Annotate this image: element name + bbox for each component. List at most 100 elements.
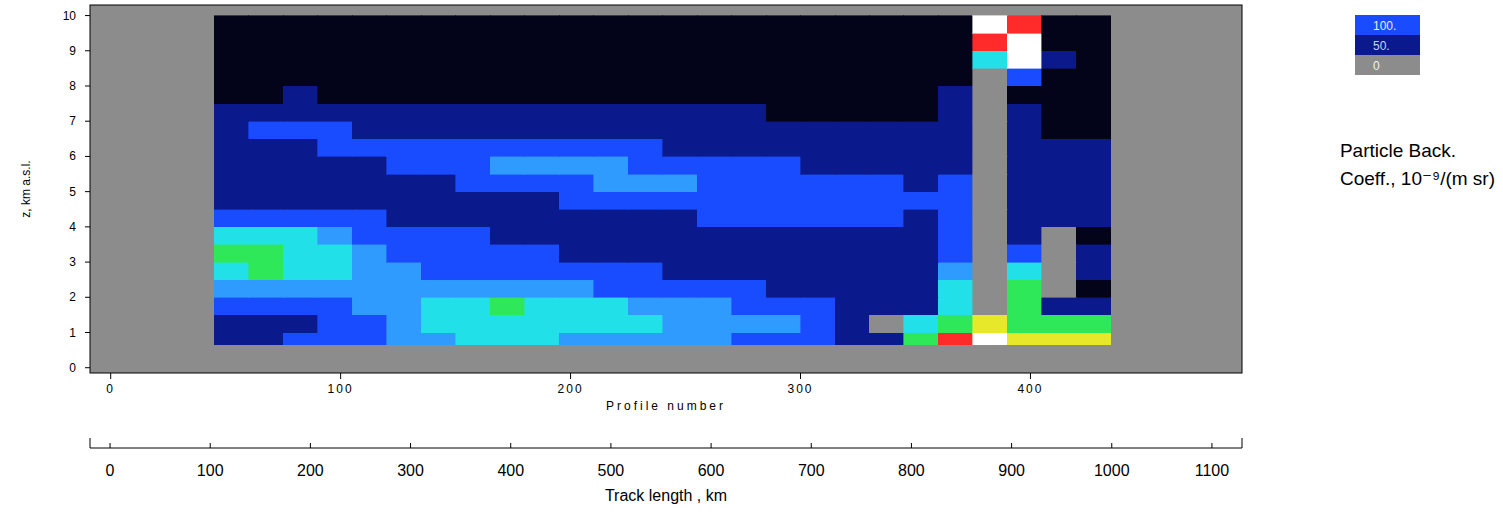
heatmap-cell bbox=[559, 333, 593, 345]
heatmap-cell bbox=[421, 333, 455, 345]
y-tick bbox=[85, 367, 90, 368]
heatmap-cell bbox=[938, 192, 972, 210]
heatmap bbox=[214, 16, 1111, 345]
heatmap-cell bbox=[663, 86, 697, 104]
heatmap-cell bbox=[938, 333, 972, 345]
heatmap-cell bbox=[1076, 333, 1110, 345]
heatmap-cell bbox=[594, 68, 628, 86]
heatmap-cell bbox=[869, 104, 903, 122]
heatmap-cell bbox=[594, 297, 628, 315]
heatmap-cell bbox=[1076, 121, 1110, 139]
heatmap-cell bbox=[1042, 86, 1076, 104]
heatmap-cell bbox=[628, 121, 662, 139]
heatmap-cell bbox=[1007, 209, 1041, 227]
heatmap-cell bbox=[663, 16, 697, 34]
heatmap-cell bbox=[1042, 104, 1076, 122]
heatmap-cell bbox=[663, 192, 697, 210]
heatmap-cell bbox=[214, 33, 248, 51]
heatmap-cell bbox=[352, 121, 386, 139]
x-tick bbox=[570, 373, 571, 379]
x2-tick-label: 300 bbox=[397, 462, 424, 479]
heatmap-cell bbox=[456, 33, 490, 51]
x-tick-label: 100 bbox=[328, 382, 354, 396]
heatmap-cell bbox=[1076, 86, 1110, 104]
heatmap-cell bbox=[594, 33, 628, 51]
heatmap-cell bbox=[697, 139, 731, 157]
heatmap-cell bbox=[1007, 174, 1041, 192]
heatmap-cell bbox=[490, 209, 524, 227]
heatmap-cell bbox=[1042, 174, 1076, 192]
heatmap-cell bbox=[352, 33, 386, 51]
y-tick bbox=[85, 191, 90, 192]
heatmap-cell bbox=[732, 315, 766, 333]
heatmap-cell bbox=[904, 139, 938, 157]
heatmap-cell bbox=[835, 16, 869, 34]
heatmap-cell bbox=[559, 51, 593, 69]
heatmap-cell bbox=[904, 51, 938, 69]
heatmap-cell bbox=[938, 297, 972, 315]
heatmap-cell bbox=[318, 280, 352, 298]
heatmap-cell bbox=[869, 297, 903, 315]
heatmap-cell bbox=[421, 297, 455, 315]
heatmap-cell bbox=[214, 121, 248, 139]
heatmap-cell bbox=[801, 209, 835, 227]
heatmap-cell bbox=[525, 209, 559, 227]
heatmap-cell bbox=[628, 262, 662, 280]
heatmap-cell bbox=[904, 244, 938, 262]
heatmap-cell bbox=[283, 297, 317, 315]
heatmap-cell bbox=[628, 209, 662, 227]
y-tick bbox=[85, 15, 90, 16]
y-tick-label: 0 bbox=[69, 361, 76, 375]
heatmap-cell bbox=[421, 209, 455, 227]
heatmap-cell bbox=[1042, 209, 1076, 227]
heatmap-cell bbox=[352, 68, 386, 86]
heatmap-cell bbox=[318, 209, 352, 227]
heatmap-cell bbox=[835, 139, 869, 157]
heatmap-cell bbox=[1042, 51, 1076, 69]
heatmap-cell bbox=[732, 104, 766, 122]
heatmap-cell bbox=[283, 51, 317, 69]
heatmap-cell bbox=[766, 262, 800, 280]
heatmap-cell bbox=[594, 86, 628, 104]
heatmap-cell bbox=[456, 315, 490, 333]
heatmap-cell bbox=[732, 139, 766, 157]
heatmap-cell bbox=[352, 333, 386, 345]
heatmap-cell bbox=[801, 68, 835, 86]
heatmap-cell bbox=[249, 297, 283, 315]
x2-tick-label: 500 bbox=[598, 462, 625, 479]
heatmap-cell bbox=[766, 192, 800, 210]
heatmap-cell bbox=[732, 156, 766, 174]
heatmap-cell bbox=[835, 33, 869, 51]
heatmap-cell bbox=[801, 227, 835, 245]
heatmap-cell bbox=[559, 156, 593, 174]
heatmap-cell bbox=[421, 68, 455, 86]
heatmap-cell bbox=[421, 51, 455, 69]
heatmap-cell bbox=[697, 280, 731, 298]
heatmap-cell bbox=[904, 280, 938, 298]
heatmap-cell bbox=[869, 280, 903, 298]
heatmap-cell bbox=[1007, 68, 1041, 86]
heatmap-cell bbox=[766, 297, 800, 315]
heatmap-cell bbox=[594, 51, 628, 69]
y-axis-title: z, km a.s.l. bbox=[19, 160, 33, 217]
colorbar-box bbox=[1355, 35, 1420, 55]
heatmap-cell bbox=[283, 16, 317, 34]
heatmap-cell bbox=[490, 121, 524, 139]
heatmap-cell bbox=[869, 192, 903, 210]
heatmap-cell bbox=[835, 68, 869, 86]
heatmap-cell bbox=[1042, 68, 1076, 86]
heatmap-cell bbox=[456, 297, 490, 315]
heatmap-cell bbox=[732, 262, 766, 280]
heatmap-cell bbox=[421, 16, 455, 34]
heatmap-cell bbox=[456, 121, 490, 139]
heatmap-cell bbox=[869, 209, 903, 227]
heatmap-cell bbox=[594, 227, 628, 245]
x2-tick-label: 400 bbox=[497, 462, 524, 479]
heatmap-cell bbox=[801, 174, 835, 192]
heatmap-cell bbox=[801, 244, 835, 262]
heatmap-cell bbox=[835, 192, 869, 210]
y-tick bbox=[85, 332, 90, 333]
heatmap-cell bbox=[456, 139, 490, 157]
heatmap-cell bbox=[456, 156, 490, 174]
heatmap-cell bbox=[283, 68, 317, 86]
